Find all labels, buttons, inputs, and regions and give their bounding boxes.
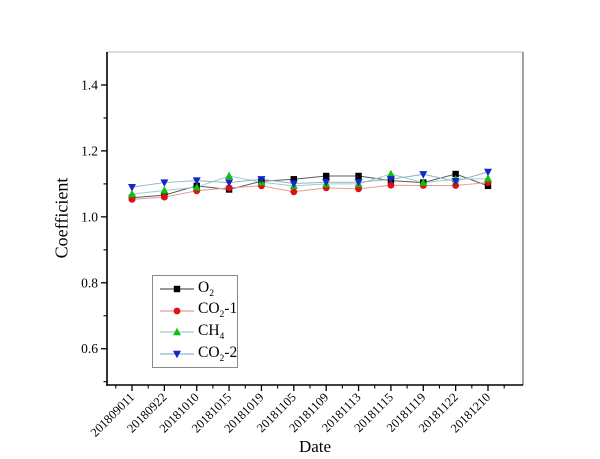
data-point-marker	[225, 179, 234, 187]
data-point-marker	[160, 193, 168, 201]
data-point-marker	[419, 171, 428, 179]
legend-label-subscript: 2	[219, 309, 225, 321]
legend-item: CO2-2	[158, 344, 237, 365]
legend-marker-shape	[173, 350, 181, 359]
legend-label-text: CH	[198, 322, 220, 340]
legend-marker-shape	[173, 328, 181, 336]
data-point-marker	[290, 176, 298, 183]
legend-triangle-down-marker-icon	[160, 350, 194, 359]
data-point-marker	[484, 168, 492, 177]
legend-label-subscript: 4	[219, 331, 225, 343]
legend-item: O2	[158, 278, 237, 299]
y-tick-label: 1.2	[81, 143, 98, 158]
legend-triangle-up-marker-icon	[160, 328, 194, 336]
legend-label: CO2-2	[198, 345, 237, 364]
legend-item: CO2-1	[158, 300, 237, 321]
y-tick-label: 0.6	[81, 341, 98, 356]
legend-label-subscript: 2	[209, 287, 214, 299]
data-point-marker	[386, 169, 395, 178]
data-point-marker	[484, 174, 492, 182]
legend-label: O2	[198, 278, 214, 299]
data-point-marker	[322, 172, 330, 180]
data-point-marker	[192, 177, 201, 185]
legend-label-text: CO	[198, 300, 220, 318]
legend-circle-marker-icon	[160, 307, 194, 315]
legend-label-subscript: 2	[219, 352, 225, 364]
data-point-marker	[451, 178, 460, 186]
legend-label: CO2-1	[198, 301, 237, 320]
data-point-marker	[192, 182, 201, 191]
data-point-marker	[322, 179, 331, 187]
y-tick-label: 1.0	[81, 209, 98, 224]
data-point-marker	[289, 180, 298, 188]
series-line-1	[131, 182, 489, 200]
data-point-marker	[419, 178, 428, 186]
legend: O2 CO2-1 CH4 CO2-2	[152, 275, 238, 368]
data-point-marker	[128, 189, 136, 198]
data-point-marker	[387, 181, 395, 189]
data-point-marker	[160, 179, 169, 187]
legend-label-suffix: -1	[224, 300, 238, 318]
data-point-marker	[290, 188, 298, 196]
legend-square-marker-icon	[160, 285, 194, 293]
data-point-marker	[354, 179, 363, 187]
y-tick-label: 0.8	[81, 275, 98, 290]
x-axis-title: Date	[298, 437, 332, 456]
data-point-marker	[128, 183, 136, 192]
data-point-marker	[225, 184, 233, 192]
y-axis-title: Coefficient	[51, 177, 72, 259]
legend-item: CH4	[158, 322, 237, 343]
data-point-marker	[257, 176, 266, 184]
legend-label: CH4	[198, 323, 224, 342]
data-point-marker	[225, 171, 234, 180]
series-line-3	[131, 171, 489, 188]
data-point-marker	[386, 176, 395, 184]
data-point-marker	[160, 186, 169, 194]
legend-label-suffix: -2	[224, 343, 238, 361]
data-point-marker	[452, 170, 459, 178]
legend-marker-shape	[173, 307, 181, 315]
data-point-marker	[355, 172, 362, 180]
legend-label-text: CO	[198, 343, 220, 361]
legend-marker-shape	[173, 285, 181, 293]
y-tick-label: 1.4	[81, 77, 98, 92]
data-point-marker	[128, 195, 136, 203]
data-point-marker	[355, 185, 362, 193]
legend-label-text: O	[198, 278, 210, 296]
series-line-2	[131, 173, 489, 195]
